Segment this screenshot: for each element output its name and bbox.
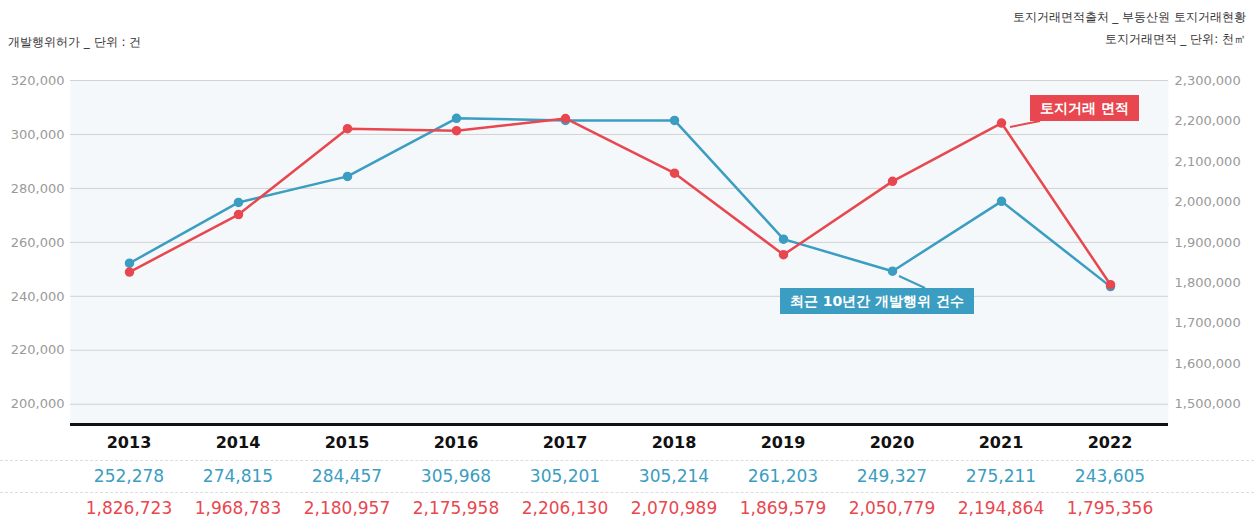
- html-text:274,815: 274,815: [202, 466, 274, 486]
- html-text:2020: 2020: [869, 433, 915, 452]
- html-text:2,206,130: 2,206,130: [521, 498, 609, 518]
- html-text:토지거래면적 _ 단위: 천㎡: 토지거래면적 _ 단위: 천㎡: [1104, 32, 1246, 46]
- html-text:2019: 2019: [760, 433, 806, 452]
- html-text:305,214: 305,214: [638, 466, 710, 486]
- svg-text:260,000: 260,000: [11, 235, 65, 250]
- html-text:2014: 2014: [215, 433, 261, 452]
- html-text:2,070,989: 2,070,989: [630, 498, 718, 518]
- svg-text:320,000: 320,000: [11, 73, 65, 88]
- svg-text:1,700,000: 1,700,000: [1175, 315, 1241, 330]
- html-text:249,327: 249,327: [856, 466, 928, 486]
- html-text:2,194,864: 2,194,864: [957, 498, 1045, 518]
- html-text:1,826,723: 1,826,723: [85, 498, 173, 518]
- svg-text:1,500,000: 1,500,000: [1175, 396, 1241, 411]
- html-text:2017: 2017: [542, 433, 588, 452]
- svg-text:1,800,000: 1,800,000: [1175, 275, 1241, 290]
- html-text:2021: 2021: [978, 433, 1024, 452]
- html-text:2015: 2015: [324, 433, 370, 452]
- svg-text:2,100,000: 2,100,000: [1175, 154, 1241, 169]
- html-text:284,457: 284,457: [311, 466, 383, 486]
- html-text:305,201: 305,201: [529, 466, 601, 486]
- svg-text:1,900,000: 1,900,000: [1175, 235, 1241, 250]
- svg-text:200,000: 200,000: [11, 396, 65, 411]
- html-text:305,968: 305,968: [420, 466, 492, 486]
- svg-text:2,300,000: 2,300,000: [1175, 73, 1241, 88]
- html-text:2018: 2018: [651, 433, 697, 452]
- html-text:1,795,356: 1,795,356: [1066, 498, 1154, 518]
- html-text:최근 10년간 개발행위 건수: 최근 10년간 개발행위 건수: [790, 293, 965, 309]
- html-text:2,180,957: 2,180,957: [303, 498, 391, 518]
- html-text:261,203: 261,203: [747, 466, 819, 486]
- html-text:1,869,579: 1,869,579: [739, 498, 827, 518]
- html-text:2022: 2022: [1087, 433, 1133, 452]
- html-text:2013: 2013: [106, 433, 152, 452]
- html-text:252,278: 252,278: [93, 466, 165, 486]
- svg-text:220,000: 220,000: [11, 342, 65, 357]
- html-text:토지거래면적출처 _ 부동산원 토지거래현황: 토지거래면적출처 _ 부동산원 토지거래현황: [1012, 10, 1246, 24]
- svg-text:1,600,000: 1,600,000: [1175, 356, 1241, 371]
- html-text:개발행위허가 _ 단위 : 건: 개발행위허가 _ 단위 : 건: [8, 35, 142, 49]
- html-text:2016: 2016: [433, 433, 479, 452]
- html-text:1,968,783: 1,968,783: [194, 498, 282, 518]
- svg-text:280,000: 280,000: [11, 181, 65, 196]
- html-text:토지거래 면적: 토지거래 면적: [1040, 100, 1129, 116]
- svg-text:2,000,000: 2,000,000: [1175, 194, 1241, 209]
- html-text:243,605: 243,605: [1074, 466, 1146, 486]
- html-text:2,175,958: 2,175,958: [412, 498, 500, 518]
- html-text:2,050,779: 2,050,779: [848, 498, 936, 518]
- svg-text:2,200,000: 2,200,000: [1175, 113, 1241, 128]
- svg-text:240,000: 240,000: [11, 289, 65, 304]
- svg-text:300,000: 300,000: [11, 127, 65, 142]
- html-text:275,211: 275,211: [965, 466, 1037, 486]
